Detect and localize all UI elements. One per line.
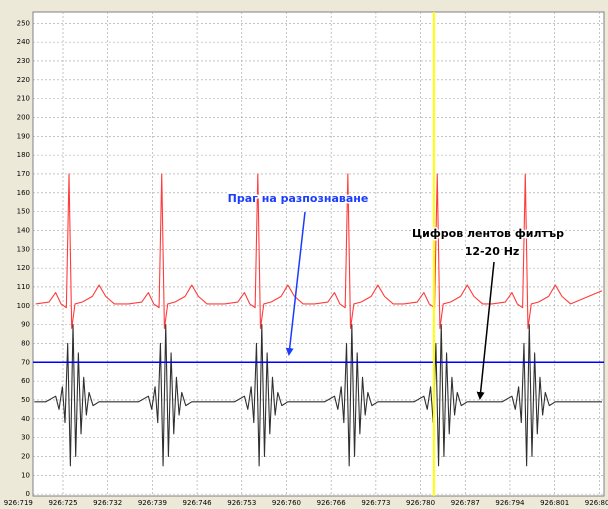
y-tick-label: 30	[21, 434, 30, 442]
y-tick-label: 90	[21, 321, 30, 329]
y-tick-label: 140	[17, 226, 30, 234]
y-tick-label: 120	[17, 264, 30, 272]
y-tick-label: 50	[21, 396, 30, 404]
series-line	[34, 324, 602, 467]
annotation: 12-20 Hz	[465, 245, 520, 258]
x-tick-label: 926:760	[272, 499, 301, 507]
x-tick-label: 926:719	[4, 499, 33, 507]
y-tick-label: 220	[17, 76, 30, 84]
annotation: Праг на разпознаване	[228, 192, 369, 205]
y-tick-label: 10	[21, 471, 30, 479]
x-tick-label: 926:732	[93, 499, 122, 507]
x-tick-label: 926:753	[227, 499, 256, 507]
y-tick-label: 190	[17, 132, 30, 140]
y-tick-label: 110	[17, 283, 30, 291]
y-tick-label: 160	[17, 189, 30, 197]
y-tick-label: 200	[17, 113, 30, 121]
x-tick-label: 926:739	[138, 499, 167, 507]
y-tick-label: 130	[17, 245, 30, 253]
y-tick-label: 180	[17, 151, 30, 159]
y-tick-label: 170	[17, 170, 30, 178]
y-tick-label: 230	[17, 57, 30, 65]
x-tick-label: 926:766	[317, 499, 347, 507]
series-line	[35, 173, 603, 329]
y-tick-label: 20	[21, 452, 30, 460]
x-tick-label: 926:746	[183, 499, 213, 507]
y-tick-label: 0	[26, 490, 30, 498]
x-tick-label: 926:773	[361, 499, 390, 507]
y-tick-label: 60	[21, 377, 30, 385]
y-tick-label: 240	[17, 38, 30, 46]
y-tick-label: 80	[21, 339, 30, 347]
y-tick-label: 250	[17, 19, 30, 27]
arrow	[285, 211, 306, 356]
x-tick-label: 926:780	[406, 499, 435, 507]
x-tick-label: 926:801	[540, 499, 569, 507]
x-tick-label: 926:787	[451, 499, 480, 507]
y-tick-label: 100	[17, 302, 30, 310]
y-tick-label: 150	[17, 208, 30, 216]
y-tick-label: 210	[17, 95, 30, 103]
y-tick-label: 40	[21, 415, 30, 423]
x-tick-label: 926:807	[585, 499, 608, 507]
arrow	[476, 261, 495, 400]
x-tick-label: 926:794	[495, 499, 525, 507]
annotation: Цифров лентов филтър	[412, 227, 564, 240]
x-tick-label: 926:725	[48, 499, 77, 507]
y-tick-label: 70	[21, 358, 30, 366]
plot-area	[32, 11, 605, 497]
